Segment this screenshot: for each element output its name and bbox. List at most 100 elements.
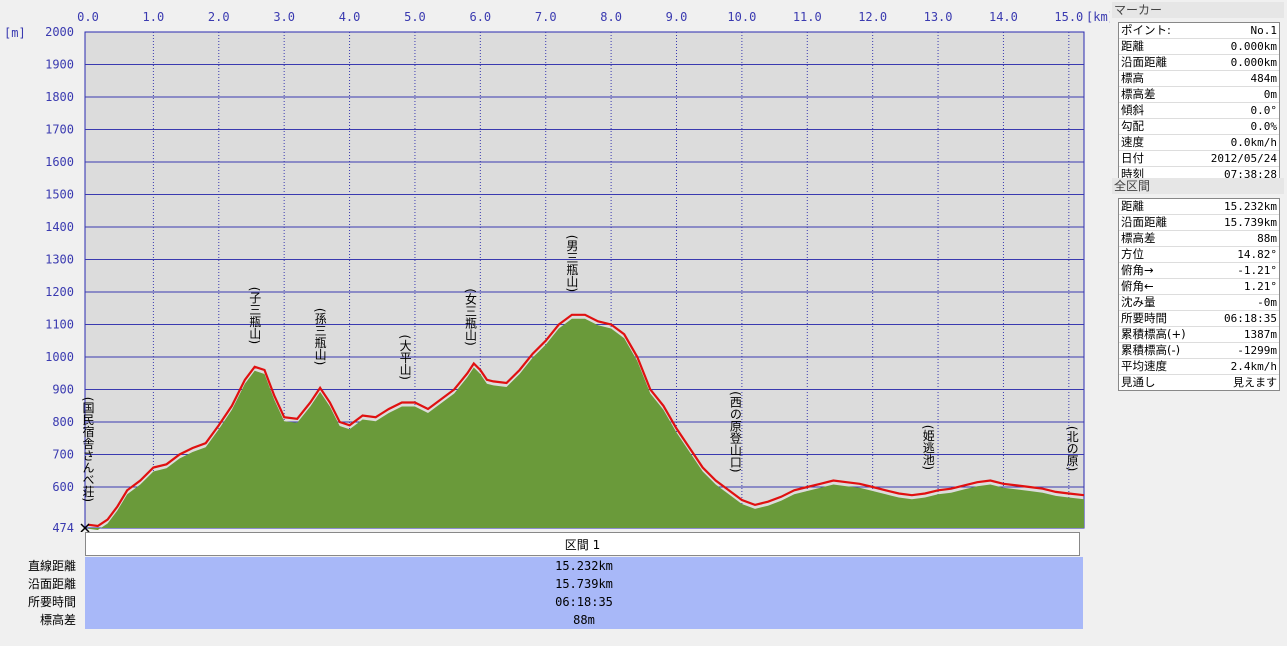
panel-row: 沿面距離 15.739km <box>1119 215 1279 231</box>
terrain-area <box>88 318 1084 530</box>
y-tick-label: 1300 <box>45 253 74 267</box>
panel-row: 方位 14.82° <box>1119 247 1279 263</box>
panel-row-value: 484m <box>1250 72 1278 85</box>
panel-row-value: No.1 <box>1250 24 1278 37</box>
panel-row-label: 沿面距離 <box>1121 215 1167 229</box>
panel-row: 日付 2012/05/24 <box>1119 151 1279 167</box>
panel-row-label: 標高 <box>1121 71 1144 85</box>
panel-row-label: ポイント: <box>1121 23 1171 37</box>
waypoint-label: (姫逃池) <box>921 425 935 470</box>
waypoint-labels: (国民宿舎さんべ荘) (子三瓶山) (孫三瓶山) (大平山) (女三瓶山) (男三瓶山) (… <box>81 235 1079 502</box>
panel-row-value: 14.82° <box>1237 248 1277 261</box>
waypoint-label: (女三瓶山) <box>464 288 478 345</box>
x-tick-label: 14.0 <box>989 10 1018 24</box>
waypoint-label: (北の原) <box>1065 426 1079 471</box>
panel-row-label: 俯角← <box>1121 279 1154 293</box>
panel-row: 所要時間 06:18:35 <box>1119 311 1279 327</box>
panel-row-label: 標高差 <box>1121 231 1156 245</box>
waypoint-label: (西の原登山口) <box>728 391 742 472</box>
panel-row-label: 時刻 <box>1121 167 1144 181</box>
x-tick-label: 9.0 <box>666 10 688 24</box>
panel-row: 距離 15.232km <box>1119 199 1279 215</box>
panel-row: 標高差 0m <box>1119 87 1279 103</box>
y-tick-label: 800 <box>52 415 74 429</box>
panel-row-value: -1.21° <box>1237 264 1277 277</box>
y-tick-label: 1200 <box>45 285 74 299</box>
panel-row: 俯角→ -1.21° <box>1119 263 1279 279</box>
panel-row: 距離 0.000km <box>1119 39 1279 55</box>
y-tick-label: 1600 <box>45 155 74 169</box>
y-tick-label: 1700 <box>45 123 74 137</box>
section-value: 15.232km <box>85 557 1083 575</box>
total-table: 距離 15.232km 沿面距離 15.739km 標高差 88m 方位 14.82° 俯角→ -… <box>1118 198 1280 391</box>
panel-row-value: 0.0° <box>1250 104 1278 117</box>
section-label: 所要時間 <box>27 595 76 609</box>
panel-row-value: 0.0% <box>1250 120 1278 133</box>
waypoint-label: (子三瓶山) <box>248 287 262 344</box>
panel-row-value: -0m <box>1257 296 1277 309</box>
x-unit-label: [km] <box>1086 10 1110 24</box>
x-tick-label: 6.0 <box>469 10 491 24</box>
x-tick-label: 5.0 <box>404 10 426 24</box>
panel-row: 累積標高(-) -1299m <box>1119 343 1279 359</box>
total-panel-title: 全区間 <box>1112 178 1284 194</box>
section-value: 88m <box>85 611 1083 629</box>
panel-row-label: 標高差 <box>1121 87 1156 101</box>
panel-row-value: 見えます <box>1233 376 1277 389</box>
panel-row-label: 所要時間 <box>1121 311 1167 325</box>
panel-row: 時刻 07:38:28 <box>1119 167 1279 182</box>
panel-row: 勾配 0.0% <box>1119 119 1279 135</box>
panel-row: ポイント: No.1 <box>1119 23 1279 39</box>
panel-row-value: 1.21° <box>1243 280 1277 293</box>
x-tick-label: 7.0 <box>535 10 557 24</box>
x-tick-label: 8.0 <box>600 10 622 24</box>
y-tick-label: 700 <box>52 448 74 462</box>
panel-row-value: -1299m <box>1237 344 1277 357</box>
y-tick-label: 1500 <box>45 188 74 202</box>
x-tick-label: 0.0 <box>77 10 99 24</box>
panel-row-value: 2012/05/24 <box>1210 152 1277 165</box>
x-tick-label: 1.0 <box>143 10 165 24</box>
y-ticks: 2000 1900 1800 1700 1600 1500 1400 1300 1200 1100… <box>45 25 74 532</box>
panel-row: 標高 484m <box>1119 71 1279 87</box>
panel-row-value: 07:38:28 <box>1224 168 1277 181</box>
panel-row-value: 15.739km <box>1224 216 1277 229</box>
panel-row: 沿面距離 0.000km <box>1119 55 1279 71</box>
elevation-chart: [m] [km] 0.0 1.0 2.0 3.0 4.0 5.0 6.0 7.0 8.0 9.0 1… <box>4 10 1110 532</box>
waypoint-label: (男三瓶山) <box>565 235 579 292</box>
y-tick-label: 1800 <box>45 90 74 104</box>
section-label: 沿面距離 <box>27 577 76 591</box>
marker-table: ポイント: No.1 距離 0.000km 沿面距離 0.000km 標高 484m 標高差 0m… <box>1118 22 1280 183</box>
panel-row-value: 1387m <box>1243 328 1277 341</box>
section-header[interactable]: 区間 1 <box>85 532 1080 556</box>
y-tick-label: 474 <box>52 521 74 532</box>
x-tick-label: 11.0 <box>793 10 822 24</box>
panel-row: 標高差 88m <box>1119 231 1279 247</box>
panel-row-label: 沿面距離 <box>1121 55 1167 69</box>
panel-row-label: 速度 <box>1121 135 1144 149</box>
panel-row: 平均速度 2.4km/h <box>1119 359 1279 375</box>
panel-row-label: 累積標高(+) <box>1121 327 1186 341</box>
section-label: 直線距離 <box>27 559 76 573</box>
panel-row-label: 方位 <box>1121 247 1144 261</box>
y-tick-label: 900 <box>52 383 74 397</box>
x-tick-label: 3.0 <box>273 10 295 24</box>
y-tick-label: 1900 <box>45 58 74 72</box>
panel-row-value: 15.232km <box>1224 200 1277 213</box>
y-tick-label: 1100 <box>45 318 74 332</box>
waypoint-label: (孫三瓶山) <box>313 308 327 365</box>
x-tick-label: 12.0 <box>858 10 887 24</box>
panel-row-label: 距離 <box>1121 199 1144 213</box>
waypoint-label: (国民宿舎さんべ荘) <box>81 397 95 502</box>
section-label: 標高差 <box>39 613 76 627</box>
x-ticks: 0.0 1.0 2.0 3.0 4.0 5.0 6.0 7.0 8.0 9.0 10.0 11.0 12… <box>77 10 1083 24</box>
x-tick-label: 10.0 <box>727 10 756 24</box>
panel-row-value: 0.000km <box>1230 56 1277 69</box>
y-tick-label: 600 <box>52 480 74 494</box>
y-tick-label: 2000 <box>45 25 74 39</box>
panel-row: 傾斜 0.0° <box>1119 103 1279 119</box>
waypoint-label: (大平山) <box>398 335 412 380</box>
x-tick-label: 15.0 <box>1054 10 1083 24</box>
panel-row-value: 88m <box>1257 232 1277 245</box>
panel-row: 俯角← 1.21° <box>1119 279 1279 295</box>
